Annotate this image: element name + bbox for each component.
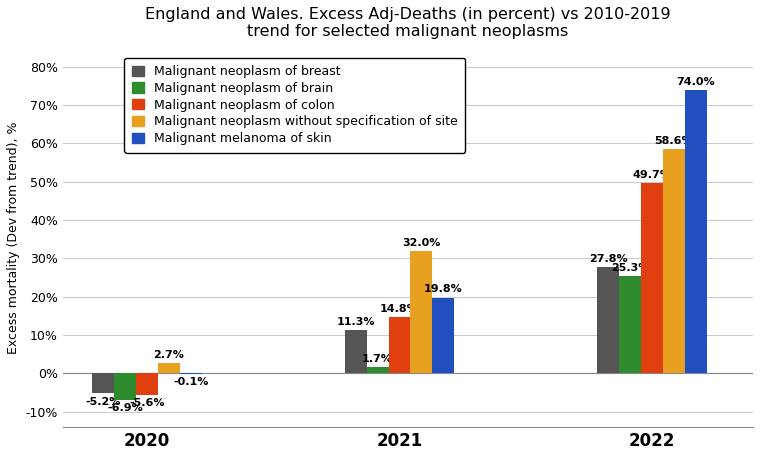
Bar [92,373,114,393]
Bar [597,267,619,373]
Bar [366,367,388,373]
Bar [685,90,707,373]
Text: 25.3%: 25.3% [611,263,649,273]
Bar [388,317,410,373]
Bar [114,373,136,400]
Legend: Malignant neoplasm of breast, Malignant neoplasm of brain, Malignant neoplasm of: Malignant neoplasm of breast, Malignant … [124,58,465,153]
Text: 1.7%: 1.7% [363,354,393,364]
Bar [619,276,641,373]
Bar [641,183,663,373]
Text: -5.2%: -5.2% [85,397,121,407]
Bar [136,373,158,395]
Text: -6.9%: -6.9% [107,403,143,413]
Text: 2.7%: 2.7% [154,350,184,360]
Text: -0.1%: -0.1% [173,377,208,387]
Text: 19.8%: 19.8% [424,284,463,294]
Text: 11.3%: 11.3% [337,317,375,327]
Text: -5.6%: -5.6% [129,398,165,408]
Bar [345,330,366,373]
Text: 49.7%: 49.7% [632,170,672,180]
Bar [158,363,180,373]
Text: 58.6%: 58.6% [654,136,693,146]
Text: 74.0%: 74.0% [676,77,715,86]
Bar [432,298,454,373]
Title: England and Wales. Excess Adj-Deaths (in percent) vs 2010-2019
trend for selecte: England and Wales. Excess Adj-Deaths (in… [145,7,671,39]
Bar [410,251,432,373]
Bar [663,149,685,373]
Text: 14.8%: 14.8% [380,303,419,314]
Text: 32.0%: 32.0% [402,238,441,248]
Y-axis label: Excess mortality (Dev from trend), %: Excess mortality (Dev from trend), % [7,121,20,354]
Text: 27.8%: 27.8% [589,254,628,264]
